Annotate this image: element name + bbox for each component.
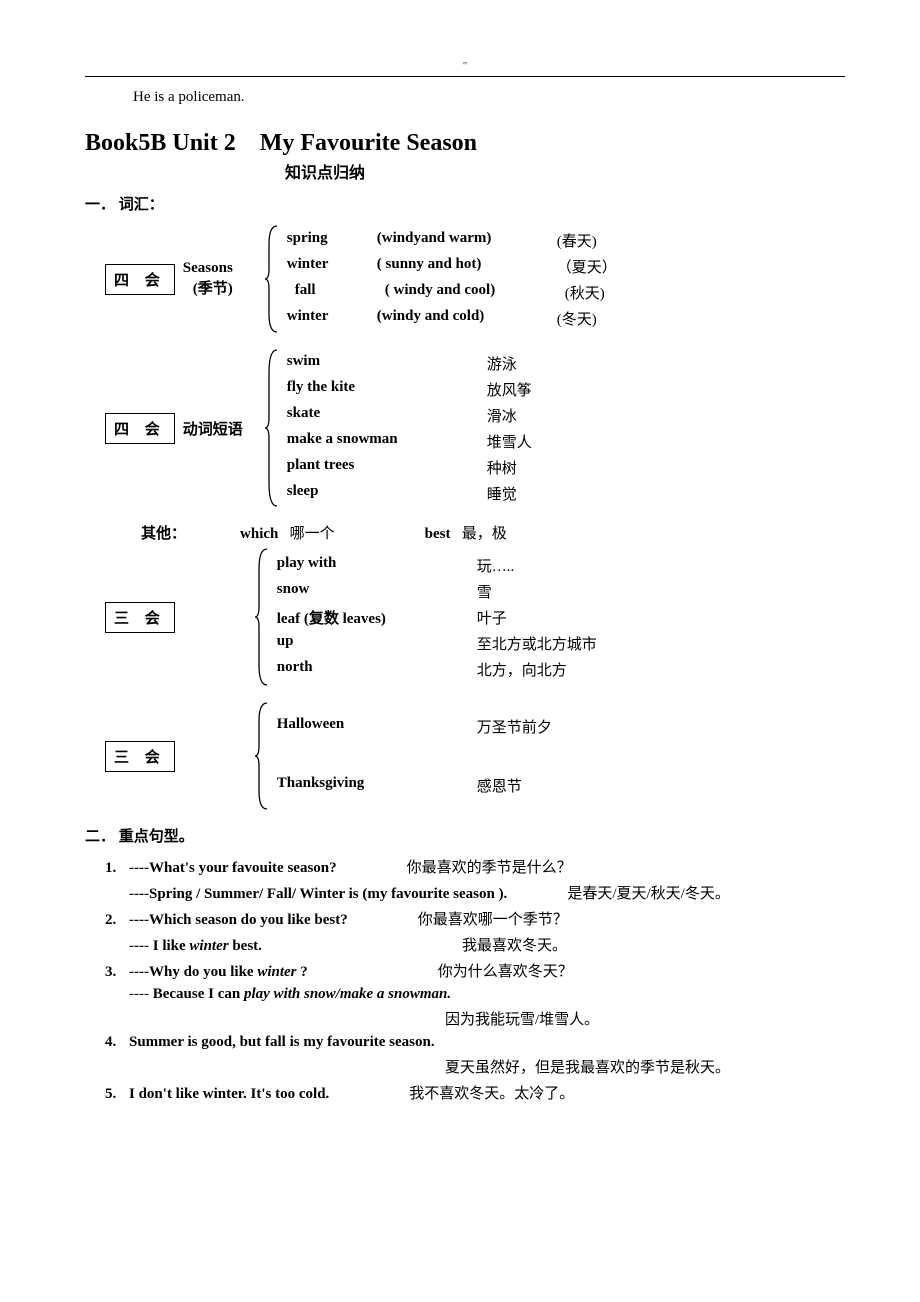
sentence-row: ---- Because I can play with snow/make a… [129,986,845,1003]
verb-row: plant trees种树 [287,457,647,478]
season-row: winter( sunny and hot)（夏天） [287,256,725,277]
section-sentences-head: 二． 重点句型。 [85,825,845,846]
sentence-list: 1. ----What's your favouite season? 你最喜欢… [105,856,845,1103]
vocab-row: Thanksgiving感恩节 [277,775,637,796]
sanhui1-list: play with玩….. snow雪 leaf (复数 leaves)叶子 u… [277,555,637,680]
verb-row: make a snowman堆雪人 [287,431,647,452]
tag-sanhui-1: 三 会 [105,602,175,633]
sentence-row: 3. ----Why do you like winter ? 你为什么喜欢冬天… [105,960,845,981]
vocab-row: snow雪 [277,581,637,602]
sentence-row: ---- I like winter best. 我最喜欢冬天。 [129,934,845,955]
brace-icon [263,348,281,508]
title-row: Book5B Unit 2 My Favourite Season [85,130,845,157]
season-row: winter(windy and cold)(冬天) [287,308,725,329]
sentence-row: 2. ----Which season do you like best? 你最… [105,908,845,929]
other-words: 其他：which 哪一个best 最，极 [141,522,845,543]
header-quote: " [85,60,845,72]
brace-icon [263,224,281,334]
verbs-label: 动词短语 [183,418,253,439]
intro-text: He is a policeman. [133,89,845,106]
brace-icon [253,547,271,687]
verb-row: sleep睡觉 [287,483,647,504]
vocab-row: up至北方或北方城市 [277,633,637,654]
sanhui1-block: 三 会 play with玩….. snow雪 leaf (复数 leaves)… [105,547,845,687]
page-title: Book5B Unit 2 My Favourite Season [85,130,477,156]
top-rule [85,76,845,77]
tag-sihui-2: 四 会 [105,413,175,444]
verbs-block: 四 会 动词短语 swim游泳 fly the kite放风筝 skate滑冰 … [105,348,845,508]
section-vocab-head: 一． 词汇： [85,193,845,214]
page-subtitle: 知识点归纳 [285,159,845,183]
verb-row: fly the kite放风筝 [287,379,647,400]
sanhui2-list: Halloween万圣节前夕 Thanksgiving感恩节 [277,716,637,796]
sentence-row: 因为我能玩雪/堆雪人。 [105,1008,845,1029]
sentence-row: 4. Summer is good, but fall is my favour… [105,1034,845,1051]
seasons-block: 四 会 Seasons (季节) spring(windyand warm)(春… [105,224,845,334]
vocab-row: leaf (复数 leaves)叶子 [277,607,637,628]
verb-row: skate滑冰 [287,405,647,426]
season-row: spring(windyand warm)(春天) [287,230,725,251]
page: " He is a policeman. Book5B Unit 2 My Fa… [0,0,920,1148]
sentence-row: 5. I don't like winter. It's too cold. 我… [105,1082,845,1103]
vocab-row: Halloween万圣节前夕 [277,716,637,737]
vocab-row: play with玩….. [277,555,637,576]
seasons-list: spring(windyand warm)(春天) winter( sunny … [287,230,725,329]
verbs-list: swim游泳 fly the kite放风筝 skate滑冰 make a sn… [287,353,647,504]
verb-row: swim游泳 [287,353,647,374]
vocab-row: north北方，向北方 [277,659,637,680]
sentence-row: ----Spring / Summer/ Fall/ Winter is (my… [129,882,845,903]
tag-sanhui-2: 三 会 [105,741,175,772]
sentence-row: 夏天虽然好，但是我最喜欢的季节是秋天。 [105,1056,845,1077]
sentence-row: 1. ----What's your favouite season? 你最喜欢… [105,856,845,877]
brace-icon [253,701,271,811]
seasons-label: Seasons (季节) [183,260,253,298]
sanhui2-block: 三 会 Halloween万圣节前夕 Thanksgiving感恩节 [105,701,845,811]
tag-sihui-1: 四 会 [105,264,175,295]
season-row: fall( windy and cool)(秋天) [287,282,725,303]
